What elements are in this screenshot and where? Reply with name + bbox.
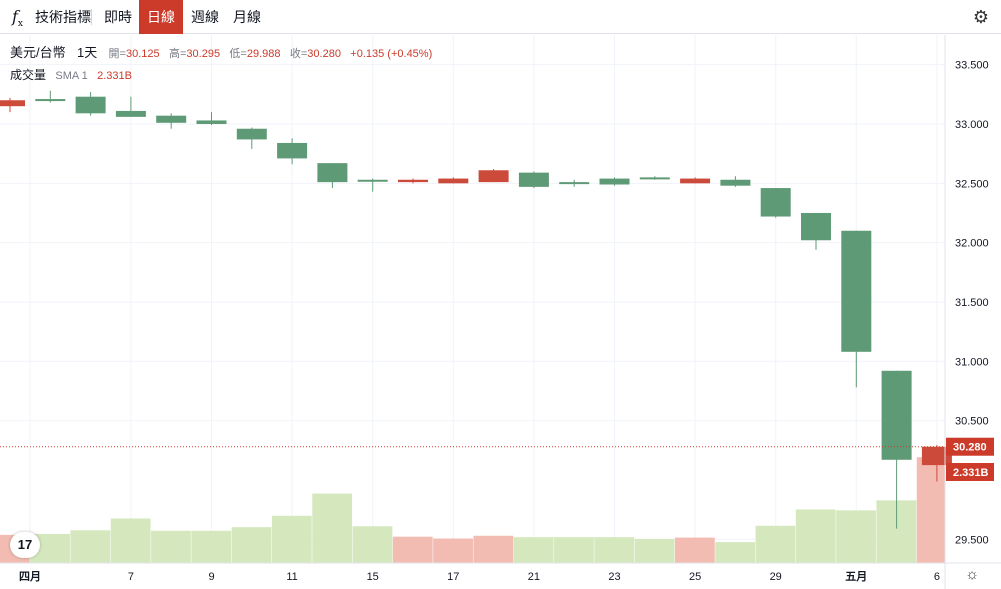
volume-bar: [271, 515, 312, 563]
candle-body: [75, 96, 106, 114]
candle-body: [196, 120, 227, 124]
volume-bar: [191, 530, 232, 563]
candle-body: [438, 178, 469, 184]
volume-legend: 成交量 SMA 1 2.331B: [10, 66, 132, 83]
change-value: +0.135 (+0.45%): [350, 48, 433, 60]
candle-body: [357, 179, 388, 182]
x-tick-label: 17: [447, 571, 459, 583]
volume-bar: [594, 537, 635, 563]
high-label: 高=: [168, 48, 187, 60]
toolbar-divider: [91, 9, 92, 25]
y-tick-label: 30.500: [955, 416, 989, 428]
x-tick-label: 21: [528, 571, 540, 583]
y-tick-label: 31.000: [955, 356, 989, 368]
volume-bar: [755, 525, 796, 563]
y-tick-label: 32.500: [955, 178, 989, 190]
close-label: 收=: [289, 48, 308, 60]
candle-body: [881, 370, 912, 460]
gear-icon[interactable]: ⚙: [972, 7, 989, 27]
high-value: 30.295: [186, 48, 221, 60]
x-tick-label: 四月: [19, 570, 41, 583]
volume-bar: [151, 530, 191, 563]
x-tick-label: 15: [367, 571, 379, 583]
close-value: 30.280: [307, 48, 341, 60]
volume-bar: [836, 510, 876, 563]
y-tick-label: 32.000: [955, 238, 989, 250]
x-tick-label: 9: [208, 571, 214, 583]
y-tick-label: 33.000: [955, 119, 989, 131]
candle-body: [478, 170, 509, 183]
settings-sun-icon[interactable]: ☼: [965, 566, 979, 583]
x-tick-label: 五月: [845, 570, 867, 583]
ohlc-legend: 美元/台幣 1天 開=30.125 高=30.295 低=29.988 收=30…: [10, 42, 438, 61]
toolbar: fx 技術指標 即時 日線 週線 月線 ⚙: [0, 0, 1001, 34]
volume-bar: [433, 538, 473, 563]
candle-body: [720, 179, 751, 186]
last-price-badge: [946, 437, 994, 456]
tab-weekly[interactable]: 週線: [191, 9, 219, 25]
volume-sma-label: SMA 1: [55, 70, 88, 82]
candle-body: [760, 188, 791, 217]
candle-body: [277, 142, 308, 159]
volume-bar: [473, 535, 514, 563]
volume-bar: [554, 537, 594, 563]
volume-bar: [513, 537, 554, 563]
candle-body: [115, 110, 146, 117]
candle-body: [921, 446, 952, 466]
volume-bar: [916, 457, 945, 563]
volume-bar: [70, 530, 111, 563]
open-label: 開=: [108, 48, 126, 60]
volume-bar: [352, 526, 393, 563]
x-tick-label: 29: [770, 571, 782, 583]
y-tick-label: 29.500: [955, 534, 989, 546]
volume-name: 成交量: [10, 68, 47, 82]
volume-bar: [795, 509, 836, 563]
volume-bar: [634, 538, 675, 563]
candle-body: [639, 177, 670, 180]
candle-body: [599, 178, 630, 185]
volume-bar: [312, 493, 353, 563]
y-tick-label: 31.500: [955, 297, 989, 309]
volume-bar: [231, 527, 272, 563]
volume-value: 2.331B: [97, 70, 132, 82]
tab-monthly[interactable]: 月線: [233, 9, 261, 25]
candle-body: [841, 230, 872, 352]
function-icon[interactable]: fx: [12, 7, 23, 30]
tradingview-logo[interactable]: 17: [10, 532, 40, 558]
tab-daily[interactable]: 日線: [139, 0, 183, 34]
candle-body: [518, 172, 549, 187]
candle-body: [317, 163, 348, 183]
candle-body: [156, 115, 187, 123]
candle-body: [0, 100, 25, 107]
volume-bar: [392, 536, 433, 563]
x-tick-label: 11: [286, 571, 297, 583]
indicators-button[interactable]: 技術指標: [35, 9, 91, 25]
volume-bar: [674, 537, 715, 563]
volume-bar: [110, 518, 151, 563]
volume-badge: [946, 463, 994, 481]
interval-label: 1天: [76, 45, 98, 60]
y-tick-label: 33.500: [955, 60, 989, 72]
low-label: 低=: [229, 48, 247, 60]
candle-body: [398, 179, 428, 183]
candle-body: [35, 99, 66, 102]
symbol-label: 美元/台幣: [10, 45, 66, 60]
last-price-label: 30.280: [953, 442, 987, 454]
volume-bar: [715, 542, 756, 563]
candle-body: [801, 212, 831, 241]
candle-body: [236, 128, 267, 140]
candle-body: [559, 182, 590, 185]
low-value: 29.988: [246, 48, 281, 60]
candle-body: [680, 178, 711, 184]
x-tick-label: 7: [128, 571, 134, 583]
open-value: 30.125: [125, 48, 160, 60]
tab-realtime[interactable]: 即時: [104, 9, 132, 25]
x-tick-label: 6: [934, 571, 940, 583]
x-tick-label: 25: [689, 571, 701, 583]
volume-badge-label: 2.331B: [953, 467, 989, 479]
x-tick-label: 23: [608, 571, 620, 583]
